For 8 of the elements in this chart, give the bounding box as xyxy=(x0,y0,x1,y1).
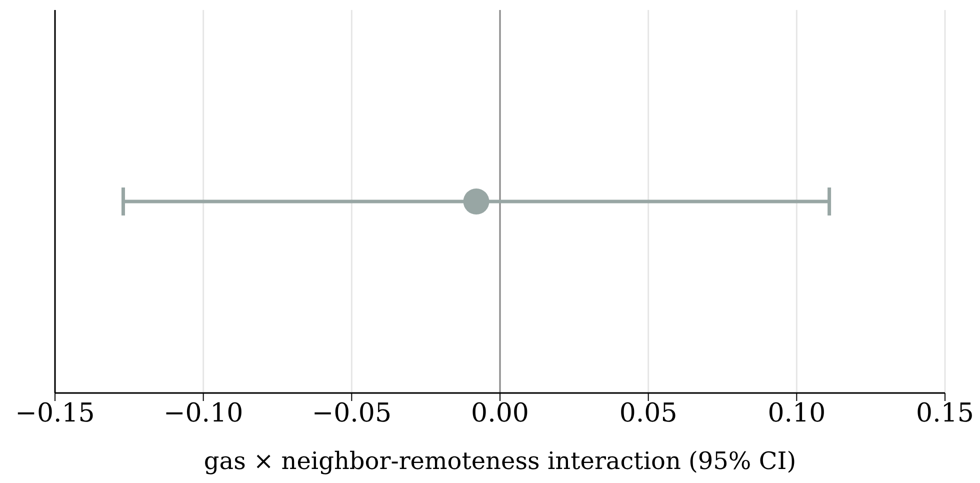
x-tick-label: 0.00 xyxy=(471,398,529,428)
x-tick-label: 0.10 xyxy=(768,398,826,428)
x-axis-title: gas × neighbor-remoteness interaction (95% CI) xyxy=(204,447,796,475)
x-tick-label: 0.15 xyxy=(916,398,974,428)
x-tick-label: −0.10 xyxy=(163,398,244,428)
x-tick-label: 0.05 xyxy=(619,398,678,428)
x-tick-label: −0.15 xyxy=(15,398,95,428)
x-tick-label: −0.05 xyxy=(312,398,392,428)
